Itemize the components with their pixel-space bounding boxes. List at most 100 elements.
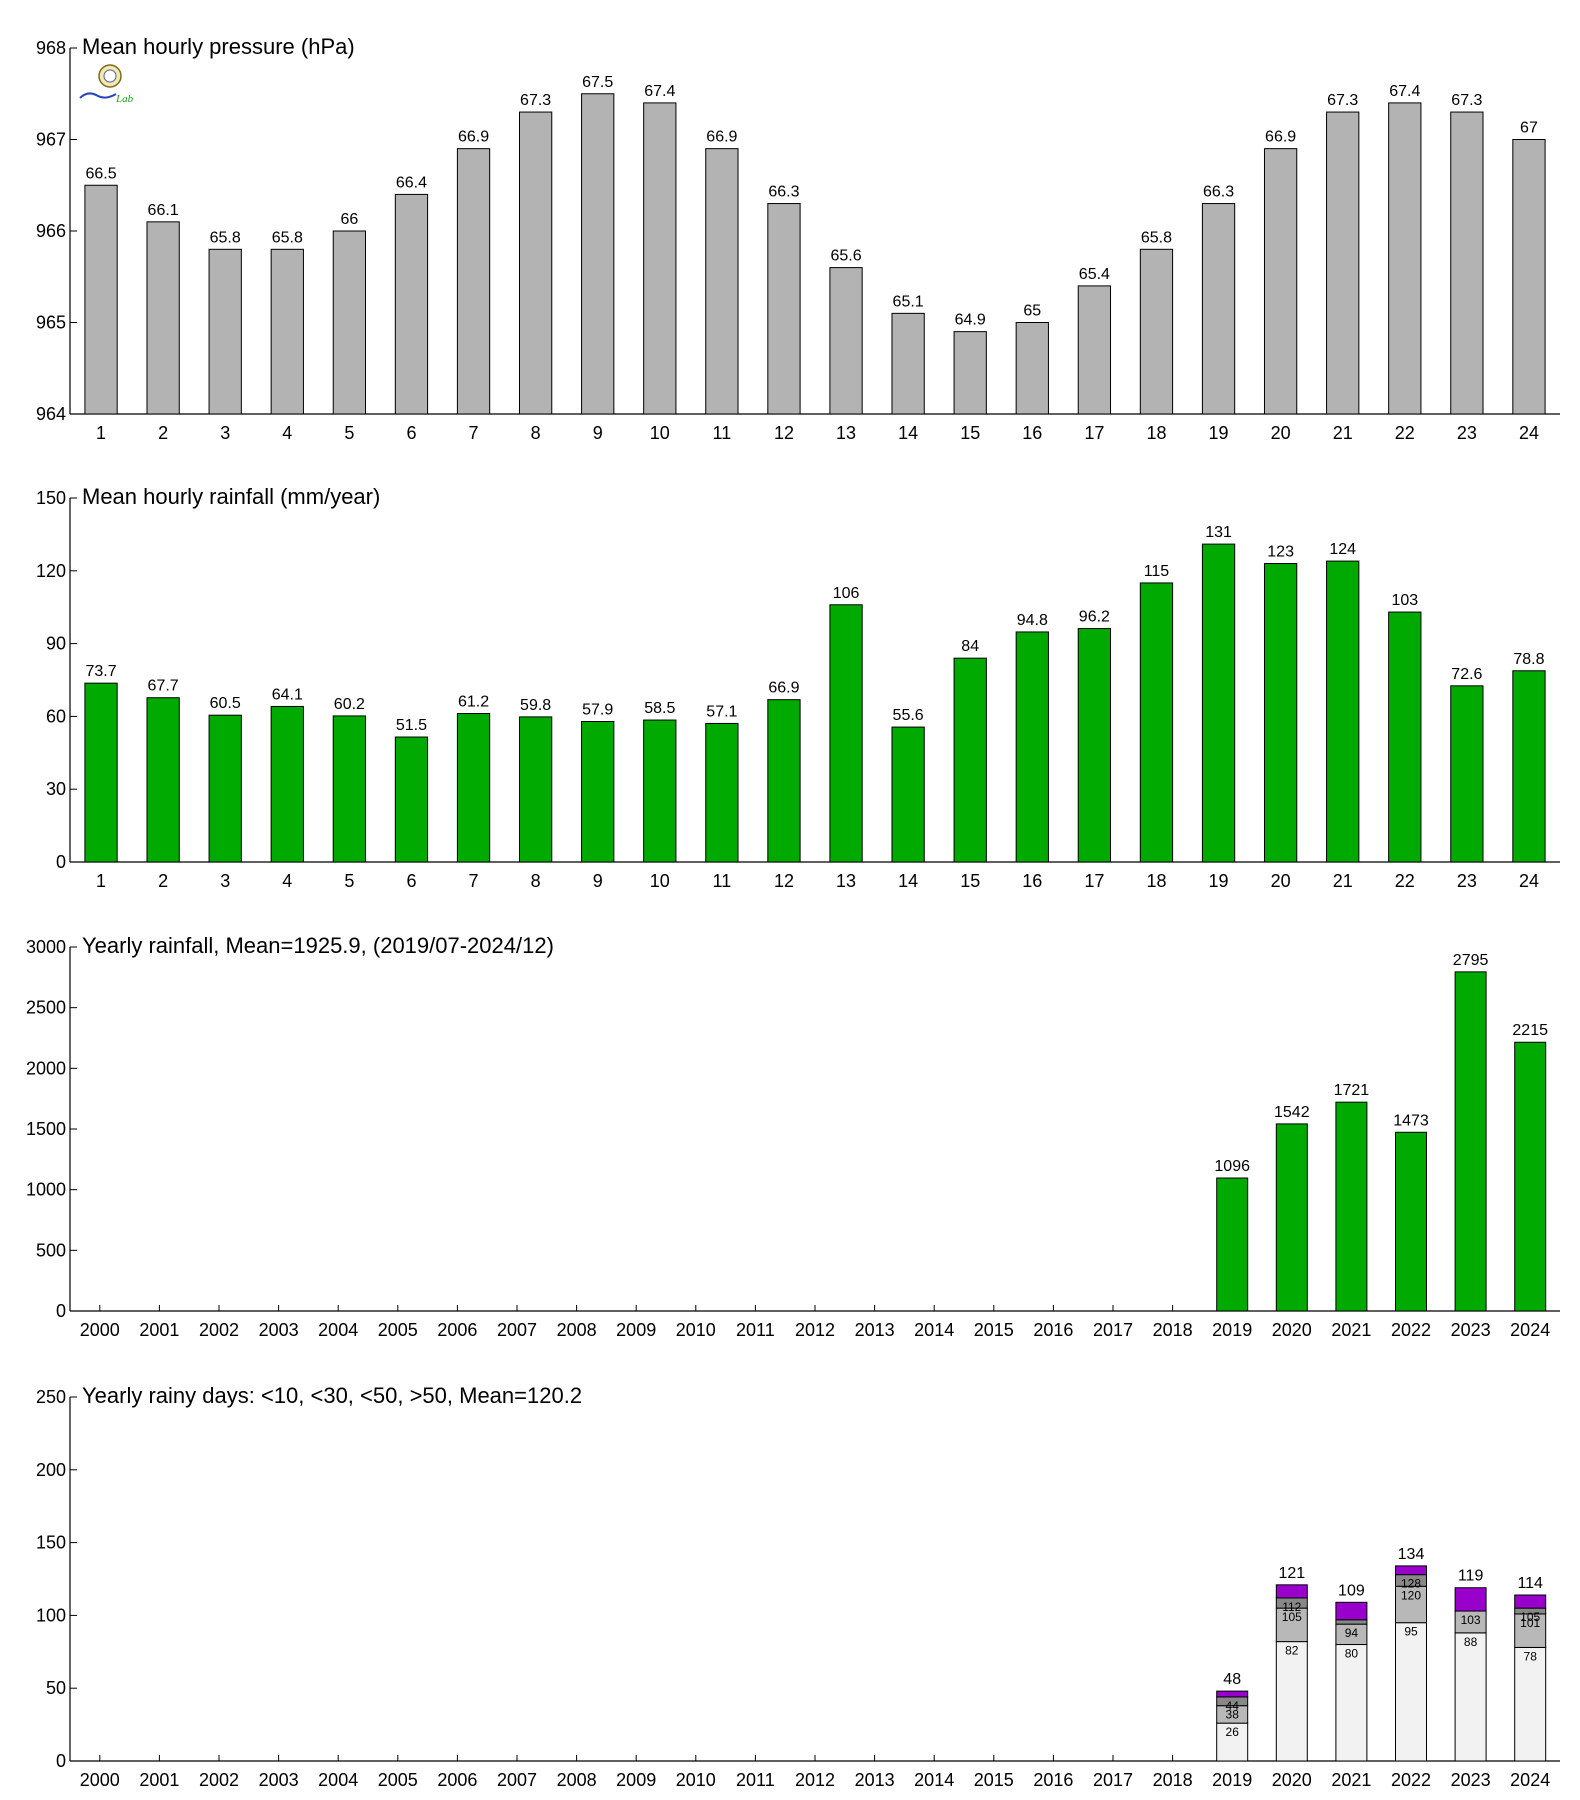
chart2-x-tick-label: 6 [406,871,416,891]
chart1-data-label: 66.9 [1265,129,1296,146]
chart2-bar [767,699,801,863]
chart1-data-label: 65.8 [1141,229,1172,246]
chart1-bar [270,248,304,415]
chart1-x-tick-label: 19 [1209,423,1229,443]
chart2-bar [705,722,739,863]
chart1-data-label: 65.4 [1079,266,1110,283]
chart2-data-label: 60.2 [334,696,365,713]
chart1-bar [1512,139,1546,415]
chart4-bar-segment [1335,1601,1368,1621]
chart2-x-tick-label: 13 [836,871,856,891]
chart2-bar [1077,628,1112,863]
chart2-data-label: 58.5 [644,700,675,717]
chart4-segment-label: 120 [1401,1588,1421,1602]
chart3-x-tick-label: 2011 [736,1320,775,1340]
chart3-x-tick-label: 2014 [914,1320,954,1340]
chart2-data-label: 60.5 [210,695,241,712]
chart2-y-tick-label: 30 [46,779,66,799]
chart1-data-label: 65 [1023,303,1041,320]
chart2-data-label: 61.2 [458,693,489,710]
chart4-segment-label: 88 [1464,1635,1478,1649]
chart4-y-tick-label: 200 [36,1460,66,1480]
chart4-segment-label: 101 [1520,1616,1540,1630]
chart2-x-tick-label: 23 [1457,871,1477,891]
chart2-data-label: 124 [1329,541,1356,558]
chart4-x-tick-label: 2004 [318,1770,358,1790]
chart1-data-label: 67.3 [1451,92,1482,109]
chart1-x-tick-label: 11 [713,423,732,443]
chart1-bar [84,184,118,415]
chart2-y-tick-label: 150 [36,488,66,508]
chart4-bar-segment [1395,1565,1427,1576]
chart1-bar [1201,203,1236,415]
chart1-data-label: 65.8 [272,229,303,246]
chart2-x-tick-label: 16 [1022,871,1042,891]
chart3-y-tick-label: 0 [56,1301,66,1321]
chart3-x-tick-label: 2000 [80,1320,120,1340]
chart2-bar [1388,611,1422,863]
chart2-x-tick-label: 9 [593,871,603,891]
chart1-bar [1139,248,1174,415]
chart3-y-tick-label: 1500 [26,1119,66,1139]
chart4-x-tick-label: 2000 [80,1770,120,1790]
chart3-x-tick-label: 2015 [974,1320,1014,1340]
chart1-bar [332,230,367,415]
chart2-data-label: 73.7 [85,663,116,680]
chart4-x-tick-label: 2016 [1033,1770,1073,1790]
chart2-bar [456,712,491,863]
chart4-x-tick-label: 2014 [914,1770,954,1790]
chart4-x-tick-label: 2019 [1212,1770,1252,1790]
chart4-x-tick-label: 2020 [1272,1770,1312,1790]
chart2-y-tick-label: 0 [56,852,66,872]
chart2-x-tick-label: 12 [774,871,794,891]
chart3-x-tick-label: 2016 [1033,1320,1073,1340]
chart4-x-tick-label: 2005 [378,1770,418,1790]
chart4-data-label: 48 [1223,1671,1241,1688]
chart3-data-label: 1721 [1334,1082,1370,1099]
chart3-x-tick-label: 2007 [497,1320,537,1340]
chart4-x-tick-label: 2022 [1391,1770,1431,1790]
chart4-bar-segment [1216,1722,1249,1762]
chart3-x-tick-label: 2022 [1391,1320,1431,1340]
chart2-x-tick-label: 17 [1084,871,1104,891]
chart2-x-tick-label: 24 [1519,871,1539,891]
chart2-x-tick-label: 2 [158,871,168,891]
chart2-x-tick-label: 20 [1271,871,1291,891]
chart4-segment-label: 112 [1282,1600,1301,1614]
chart1-data-label: 67.5 [582,74,613,91]
chart3-bar [1454,971,1487,1312]
chart3-x-tick-label: 2019 [1212,1320,1252,1340]
chart2-title: Mean hourly rainfall (mm/year) [82,484,380,509]
chart1-title: Mean hourly pressure (hPa) [82,34,355,59]
chart3-title: Yearly rainfall, Mean=1925.9, (2019/07-2… [82,933,554,958]
chart2-bar [394,736,429,863]
chart1-data-label: 66.9 [458,129,489,146]
chart4-bar-segment [1454,1632,1487,1762]
chart3-data-label: 1542 [1274,1104,1310,1121]
chart2-data-label: 131 [1205,524,1232,541]
chart4-segment-label: 128 [1401,1577,1421,1591]
chart1-x-tick-label: 16 [1022,423,1042,443]
chart3-x-tick-label: 2013 [855,1320,895,1340]
chart1-bar [705,148,739,415]
chart2-bar [1263,563,1298,863]
chart2-x-tick-label: 19 [1209,871,1229,891]
chart1-bar [146,221,180,415]
chart1-y-tick-label: 966 [36,221,66,241]
chart4-bar-segment [1275,1584,1308,1599]
chart4-bar-segment [1216,1690,1249,1698]
chart4-y-tick-label: 100 [36,1605,66,1625]
chart2-data-label: 94.8 [1017,612,1048,629]
chart4-bar-segment [1395,1622,1427,1762]
chart4-x-tick-label: 2018 [1153,1770,1193,1790]
chart2-bar [1015,631,1049,863]
chart4-x-tick-label: 2003 [259,1770,299,1790]
chart1-bar [891,312,925,415]
chart3-x-tick-label: 2006 [437,1320,477,1340]
chart3-bar [1514,1041,1547,1312]
logo-text: Lab [115,93,134,105]
chart4-segment-label: 82 [1285,1644,1299,1658]
chart4-x-tick-label: 2007 [497,1770,537,1790]
chart1-data-label: 66.4 [396,174,427,191]
chart1-data-label: 65.8 [210,229,241,246]
